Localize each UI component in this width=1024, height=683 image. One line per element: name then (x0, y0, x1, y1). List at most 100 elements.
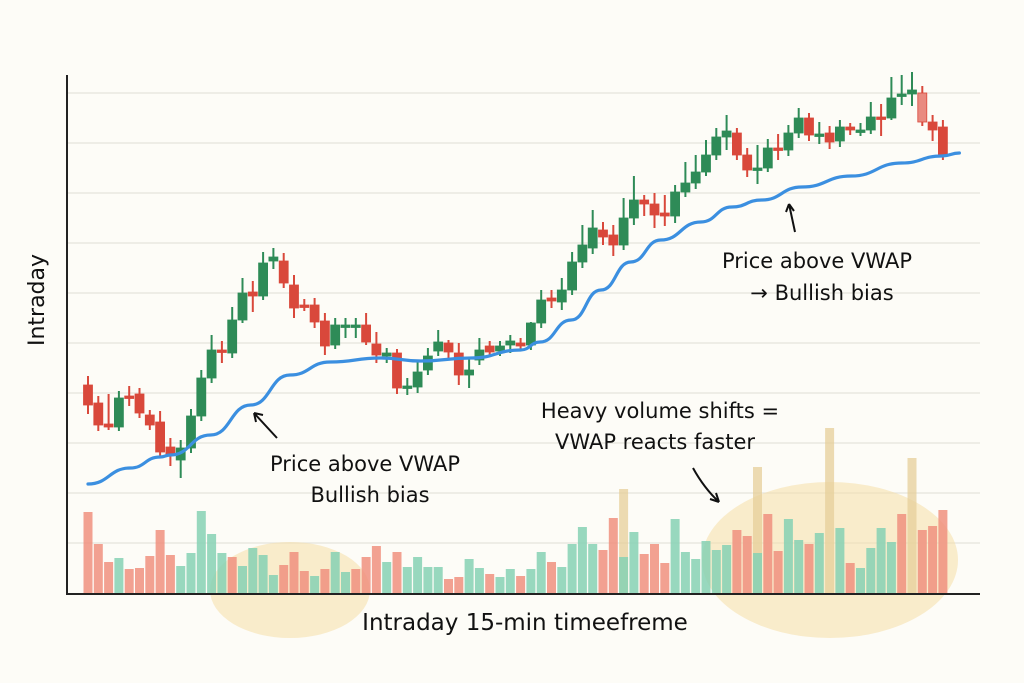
candle (103, 394, 114, 430)
candle-body (804, 117, 814, 136)
candle-body (247, 291, 258, 297)
volume-bar (402, 567, 412, 593)
candle (876, 104, 886, 136)
candle (453, 343, 464, 385)
volume-bar (670, 519, 680, 593)
volume-bar (691, 559, 701, 593)
candle-body (237, 292, 248, 321)
candle-body (752, 167, 763, 171)
volume-spike-bar (825, 428, 835, 593)
candle (793, 108, 804, 138)
candle-body (876, 116, 886, 120)
candle (402, 378, 413, 395)
candle-body (783, 132, 794, 151)
candle-body (474, 349, 485, 361)
candle-body (299, 304, 310, 308)
candle-body (567, 261, 577, 291)
candle (917, 86, 928, 126)
candle (196, 370, 207, 421)
candle-body (907, 89, 917, 95)
candle-body (196, 377, 207, 417)
volume-bar (258, 555, 268, 593)
candle-body (556, 289, 567, 303)
volume-bar (639, 554, 649, 593)
volume-spike-bar (619, 489, 629, 593)
candle (824, 126, 835, 149)
candle (144, 410, 155, 430)
volume-bar (135, 568, 144, 593)
candle-body (896, 93, 907, 97)
candle (114, 391, 124, 431)
volume-bar (83, 512, 93, 593)
candle-body (114, 397, 124, 428)
volume-bar (104, 562, 114, 593)
y-axis-label: Intraday (25, 254, 50, 346)
volume-bar (310, 576, 320, 593)
volume-bar (413, 557, 423, 593)
volume-bar (917, 530, 927, 593)
candle (124, 386, 135, 406)
volume-bar (897, 514, 907, 593)
volume-bar (495, 577, 505, 593)
candle (289, 275, 299, 318)
volume-bar (629, 532, 639, 593)
candle (598, 222, 608, 245)
candle-body (227, 319, 238, 354)
volume-bar (783, 519, 793, 593)
volume-bar (598, 550, 608, 593)
candle-body (381, 352, 392, 357)
volume-bar (763, 514, 773, 593)
candle (577, 225, 588, 268)
candle (227, 307, 238, 358)
candle-body (371, 343, 382, 356)
candle (670, 185, 680, 223)
volume-bar (474, 568, 484, 593)
volume-spike-bar (753, 467, 762, 593)
candle-body (865, 116, 876, 131)
volume-bar (814, 533, 824, 593)
volume-bar (248, 548, 258, 593)
volume-bar (464, 559, 474, 593)
candle-body (206, 349, 217, 379)
candle (433, 330, 444, 356)
candle (392, 349, 402, 394)
candle (443, 340, 454, 358)
candle (412, 360, 423, 393)
arrow-icon (692, 467, 720, 503)
volume-bar (444, 579, 453, 593)
volume-bar (176, 566, 186, 593)
volume-bar (124, 569, 134, 593)
candle (134, 388, 145, 418)
candle (319, 313, 330, 355)
volume-bar (289, 552, 299, 593)
candle (83, 376, 93, 414)
candle-body (732, 132, 742, 156)
arrow-icon (785, 203, 796, 233)
vwap-line (86, 151, 961, 486)
candle (845, 123, 856, 135)
volume-bar (382, 562, 392, 593)
candle-body (886, 97, 897, 119)
volume-bar (866, 548, 876, 593)
volume-bar (433, 567, 443, 593)
candle-body (186, 415, 196, 449)
candle (206, 335, 217, 383)
candle-body (629, 199, 639, 219)
candle-body (598, 229, 608, 238)
candle (639, 195, 650, 216)
candle (762, 139, 773, 172)
candle (350, 318, 361, 338)
annotation-volume-line1: Heavy volume shifts = (541, 399, 779, 423)
candle (649, 193, 660, 228)
candle (732, 128, 742, 160)
candles (83, 72, 948, 478)
volume-spike-bar (907, 458, 917, 593)
volume-bar (711, 550, 721, 593)
candle (587, 210, 598, 254)
candle-body (670, 191, 680, 217)
candle (567, 252, 577, 295)
candle (608, 225, 619, 256)
volume-bar (835, 528, 845, 593)
candle-body (289, 284, 299, 309)
candle-body (762, 147, 773, 169)
